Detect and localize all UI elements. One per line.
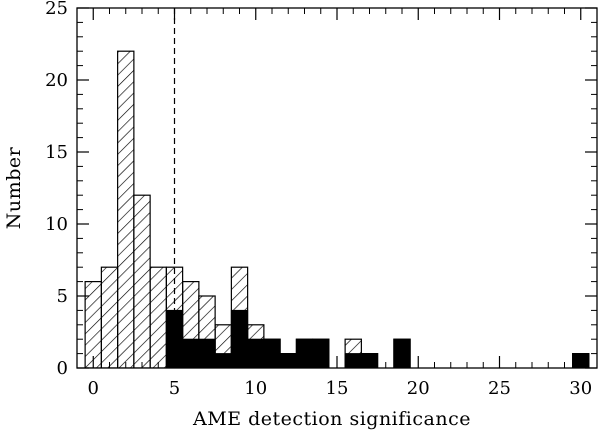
y-tick-label: 15 [45,142,68,163]
y-axis-title: Number [3,146,25,229]
axis-ticks [77,7,597,369]
hatched-bar [100,266,119,368]
x-tick-label: 15 [326,378,349,399]
solid-bar [393,338,411,368]
hatched-bar [149,266,167,368]
x-tick-label: 10 [244,378,267,399]
y-tick-label: 10 [45,214,68,235]
x-tick-label: 20 [407,378,430,399]
hatched-bar [133,194,151,368]
solid-bar [312,338,330,368]
y-tick-label: 25 [45,0,68,19]
y-tick-label: 20 [45,70,68,91]
solid-bar [230,309,249,368]
x-axis-title: AME detection significance [192,408,471,430]
solid-histogram-series [165,309,590,368]
axis-tick-labels: 0 5 10 15 20 25 30 0 5 10 15 20 25 [45,0,592,399]
hatched-bar [117,50,135,368]
x-tick-label: 5 [169,378,180,399]
hatched-histogram-series [84,50,590,368]
y-tick-label: 5 [57,286,68,307]
solid-bar [360,353,379,368]
y-tick-label: 0 [57,358,68,379]
x-tick-label: 25 [488,378,511,399]
hatched-bar [84,281,102,368]
x-tick-label: 0 [88,378,99,399]
x-tick-label: 30 [569,378,592,399]
